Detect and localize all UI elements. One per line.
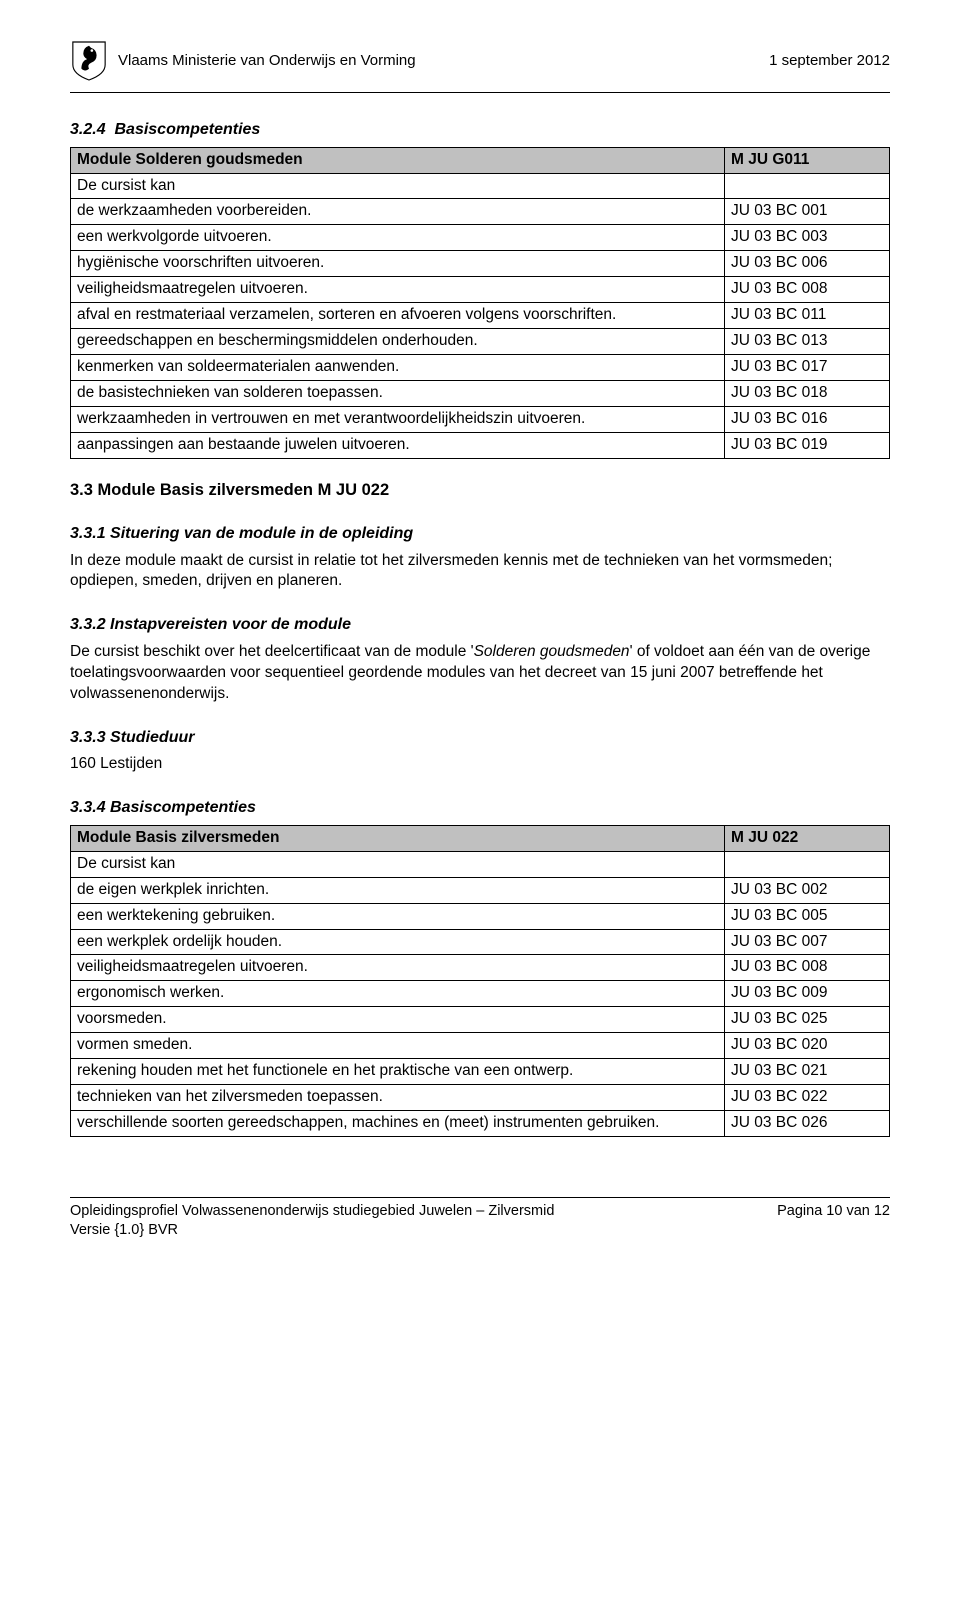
heading-3-2-4: 3.2.4 Basiscompetenties (70, 119, 890, 141)
footer-left: Opleidingsprofiel Volwassenenonderwijs s… (70, 1202, 554, 1241)
body-em: Solderen goudsmeden (474, 643, 630, 660)
competency-code: JU 03 BC 011 (725, 303, 890, 329)
competency-code: JU 03 BC 017 (725, 354, 890, 380)
competency-code: JU 03 BC 003 (725, 225, 890, 251)
competency-description: vormen smeden. (71, 1033, 725, 1059)
heading-3-3-3: 3.3.3 Studieduur (70, 727, 890, 749)
competency-code: JU 03 BC 013 (725, 329, 890, 355)
competency-code: JU 03 BC 021 (725, 1059, 890, 1085)
competency-description: afval en restmateriaal verzamelen, sorte… (71, 303, 725, 329)
competencies-table-1: Module Solderen goudsmeden M JU G011 De … (70, 147, 890, 459)
competency-code: JU 03 BC 022 (725, 1085, 890, 1111)
competency-description: gereedschappen en beschermingsmiddelen o… (71, 329, 725, 355)
body-3-3-3: 160 Lestijden (70, 754, 890, 775)
table-intro-cell: De cursist kan (71, 173, 725, 199)
table-row: de werkzaamheden voorbereiden.JU 03 BC 0… (71, 199, 890, 225)
body-3-3-2: De cursist beschikt over het deelcertifi… (70, 642, 890, 705)
table-empty-cell (725, 173, 890, 199)
ministry-name: Vlaams Ministerie van Onderwijs en Vormi… (118, 51, 416, 71)
competency-description: veiligheidsmaatregelen uitvoeren. (71, 955, 725, 981)
page-header: Vlaams Ministerie van Onderwijs en Vormi… (70, 40, 890, 82)
competency-code: JU 03 BC 006 (725, 251, 890, 277)
competency-description: de basistechnieken van solderen toepasse… (71, 380, 725, 406)
competency-code: JU 03 BC 008 (725, 955, 890, 981)
table-row: vormen smeden.JU 03 BC 020 (71, 1033, 890, 1059)
competency-code: JU 03 BC 007 (725, 929, 890, 955)
body-3-3-1: In deze module maakt de cursist in relat… (70, 551, 890, 593)
heading-num: 3.2.4 (70, 121, 106, 138)
competency-code: JU 03 BC 020 (725, 1033, 890, 1059)
table-row: veiligheidsmaatregelen uitvoeren.JU 03 B… (71, 277, 890, 303)
table-header-row: Module Basis zilversmeden M JU 022 (71, 825, 890, 851)
competency-description: verschillende soorten gereedschappen, ma… (71, 1110, 725, 1136)
competency-description: hygiënische voorschriften uitvoeren. (71, 251, 725, 277)
competency-description: technieken van het zilversmeden toepasse… (71, 1085, 725, 1111)
table-row: de eigen werkplek inrichten.JU 03 BC 002 (71, 877, 890, 903)
table-row: de basistechnieken van solderen toepasse… (71, 380, 890, 406)
footer-divider (70, 1197, 890, 1198)
competencies-table-2: Module Basis zilversmeden M JU 022 De cu… (70, 825, 890, 1137)
table-row: technieken van het zilversmeden toepasse… (71, 1085, 890, 1111)
competency-code: JU 03 BC 018 (725, 380, 890, 406)
header-date: 1 september 2012 (769, 51, 890, 71)
table-header-left: Module Solderen goudsmeden (71, 147, 725, 173)
table-row: verschillende soorten gereedschappen, ma… (71, 1110, 890, 1136)
table-row: veiligheidsmaatregelen uitvoeren.JU 03 B… (71, 955, 890, 981)
table-row: hygiënische voorschriften uitvoeren.JU 0… (71, 251, 890, 277)
heading-3-3-4: 3.3.4 Basiscompetenties (70, 797, 890, 819)
table-row: gereedschappen en beschermingsmiddelen o… (71, 329, 890, 355)
competency-description: rekening houden met het functionele en h… (71, 1059, 725, 1085)
competency-description: werkzaamheden in vertrouwen en met veran… (71, 406, 725, 432)
table-empty-cell (725, 851, 890, 877)
table-row: werkzaamheden in vertrouwen en met veran… (71, 406, 890, 432)
table-header-right: M JU 022 (725, 825, 890, 851)
competency-description: kenmerken van soldeermaterialen aanwende… (71, 354, 725, 380)
competency-code: JU 03 BC 019 (725, 432, 890, 458)
competency-description: voorsmeden. (71, 1007, 725, 1033)
competency-code: JU 03 BC 016 (725, 406, 890, 432)
table-row: aanpassingen aan bestaande juwelen uitvo… (71, 432, 890, 458)
table-row: rekening houden met het functionele en h… (71, 1059, 890, 1085)
competency-code: JU 03 BC 008 (725, 277, 890, 303)
heading-3-3-1: 3.3.1 Situering van de module in de ople… (70, 523, 890, 545)
table-intro-row: De cursist kan (71, 851, 890, 877)
competency-description: veiligheidsmaatregelen uitvoeren. (71, 277, 725, 303)
table-row: kenmerken van soldeermaterialen aanwende… (71, 354, 890, 380)
footer-line-2: Versie {1.0} BVR (70, 1221, 554, 1241)
heading-3-3: 3.3 Module Basis zilversmeden M JU 022 (70, 479, 890, 501)
competency-description: een werkplek ordelijk houden. (71, 929, 725, 955)
table-row: een werkplek ordelijk houden.JU 03 BC 00… (71, 929, 890, 955)
competency-code: JU 03 BC 009 (725, 981, 890, 1007)
table-intro-cell: De cursist kan (71, 851, 725, 877)
header-divider (70, 92, 890, 93)
table-row: voorsmeden.JU 03 BC 025 (71, 1007, 890, 1033)
table-row: een werkvolgorde uitvoeren.JU 03 BC 003 (71, 225, 890, 251)
competency-description: de werkzaamheden voorbereiden. (71, 199, 725, 225)
competency-description: ergonomisch werken. (71, 981, 725, 1007)
table-intro-row: De cursist kan (71, 173, 890, 199)
footer-line-1: Opleidingsprofiel Volwassenenonderwijs s… (70, 1202, 554, 1222)
competency-code: JU 03 BC 005 (725, 903, 890, 929)
competency-code: JU 03 BC 002 (725, 877, 890, 903)
table-row: ergonomisch werken.JU 03 BC 009 (71, 981, 890, 1007)
table-header-right: M JU G011 (725, 147, 890, 173)
body-pre: De cursist beschikt over het deelcertifi… (70, 643, 474, 660)
header-left: Vlaams Ministerie van Onderwijs en Vormi… (70, 40, 416, 82)
heading-3-3-2: 3.3.2 Instapvereisten voor de module (70, 614, 890, 636)
heraldic-lion-icon (70, 40, 108, 82)
competency-description: aanpassingen aan bestaande juwelen uitvo… (71, 432, 725, 458)
competency-description: de eigen werkplek inrichten. (71, 877, 725, 903)
table-row: een werktekening gebruiken.JU 03 BC 005 (71, 903, 890, 929)
table-header-left: Module Basis zilversmeden (71, 825, 725, 851)
competency-code: JU 03 BC 026 (725, 1110, 890, 1136)
table-row: afval en restmateriaal verzamelen, sorte… (71, 303, 890, 329)
competency-code: JU 03 BC 001 (725, 199, 890, 225)
heading-title: Basiscompetenties (114, 121, 260, 138)
table-header-row: Module Solderen goudsmeden M JU G011 (71, 147, 890, 173)
footer-page-number: Pagina 10 van 12 (777, 1202, 890, 1241)
page-footer: Opleidingsprofiel Volwassenenonderwijs s… (70, 1202, 890, 1241)
competency-description: een werkvolgorde uitvoeren. (71, 225, 725, 251)
competency-code: JU 03 BC 025 (725, 1007, 890, 1033)
competency-description: een werktekening gebruiken. (71, 903, 725, 929)
